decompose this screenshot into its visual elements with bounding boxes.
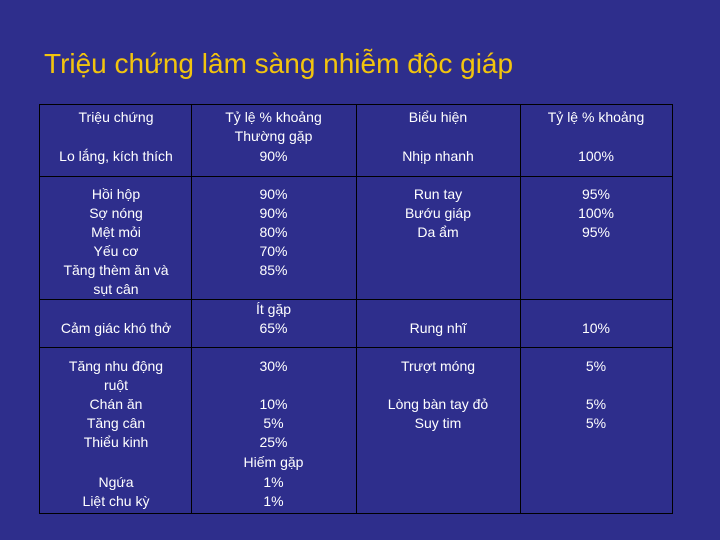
sign-cell: Run tay [413,186,463,202]
sign-percent-cell: 5% [585,358,607,374]
sign-cell: Trượt móng [400,358,476,374]
symptom-cell: Tăng cân [86,415,146,431]
frequency-heading-very-rare: Hiếm gặp [243,454,304,470]
sign-cell: Lòng bàn tay đỏ [387,396,489,412]
sign-percent-cell: 100% [578,148,614,164]
header-frequency-line-1: Tỷ lệ % khoảng [225,109,322,125]
sign-percent-cell: 100% [578,205,614,221]
header-sign: Biểu hiện [408,109,468,125]
sign-percent-cell: 95% [581,186,611,202]
percent-cell: 65% [259,320,288,336]
symptom-cell: Tăng nhu động [68,358,164,374]
symptom-cell: Thiểu kinh [83,434,149,450]
sign-cell: Rung nhĩ [409,320,467,336]
sign-percent-cell: 95% [581,224,611,240]
sign-percent-cell: 10% [581,320,611,336]
symptom-cell: Chán ăn [89,396,143,412]
percent-cell: 85% [259,262,288,278]
percent-cell: 90% [259,205,288,221]
symptom-cell: Cảm giác khó thở [60,320,172,336]
frequency-heading-rare: Ít gặp [255,301,292,317]
header-symptom: Triệu chứng [78,109,154,125]
sign-cell: Da ẩm [417,224,459,240]
percent-cell: 70% [259,243,288,259]
symptom-cell: Liệt chu kỳ [82,493,150,509]
header-sign-frequency: Tỷ lệ % khoảng [547,109,645,125]
symptom-cell: Hồi hộp [91,186,141,202]
symptom-table [39,104,673,514]
symptom-cell: Yếu cơ [93,243,139,259]
percent-cell: 25% [259,434,288,450]
percent-cell: 90% [259,148,288,164]
percent-cell: 5% [263,415,284,431]
row-divider [40,347,672,348]
percent-cell: 1% [263,474,284,490]
symptom-cell: Lo lắng, kích thích [59,148,173,164]
symptom-cell: sụt cân [93,281,139,297]
sign-cell: Nhịp nhanh [402,148,474,164]
row-divider [40,299,672,300]
symptom-cell: ruột [103,377,129,393]
percent-cell: 80% [259,224,288,240]
percent-cell: 90% [259,186,288,202]
header-frequency-line-2: Thường gặp [234,128,313,144]
percent-cell: 30% [259,358,288,374]
column-divider [356,105,357,513]
column-divider [520,105,521,513]
column-divider [191,105,192,513]
percent-cell: 10% [259,396,288,412]
sign-cell: Suy tim [414,415,462,431]
symptom-cell: Tăng thèm ăn và [63,262,169,278]
sign-percent-cell: 5% [585,415,607,431]
sign-percent-cell: 5% [585,396,607,412]
symptom-cell: Mệt mỏi [91,224,141,240]
symptom-cell: Sợ nóng [89,205,143,221]
percent-cell: 1% [263,493,284,509]
row-divider [40,176,672,177]
slide-title: Triệu chứng lâm sàng nhiễm độc giáp [44,48,514,79]
symptom-cell: Ngứa [98,474,134,490]
sign-cell: Bướu giáp [404,205,472,221]
